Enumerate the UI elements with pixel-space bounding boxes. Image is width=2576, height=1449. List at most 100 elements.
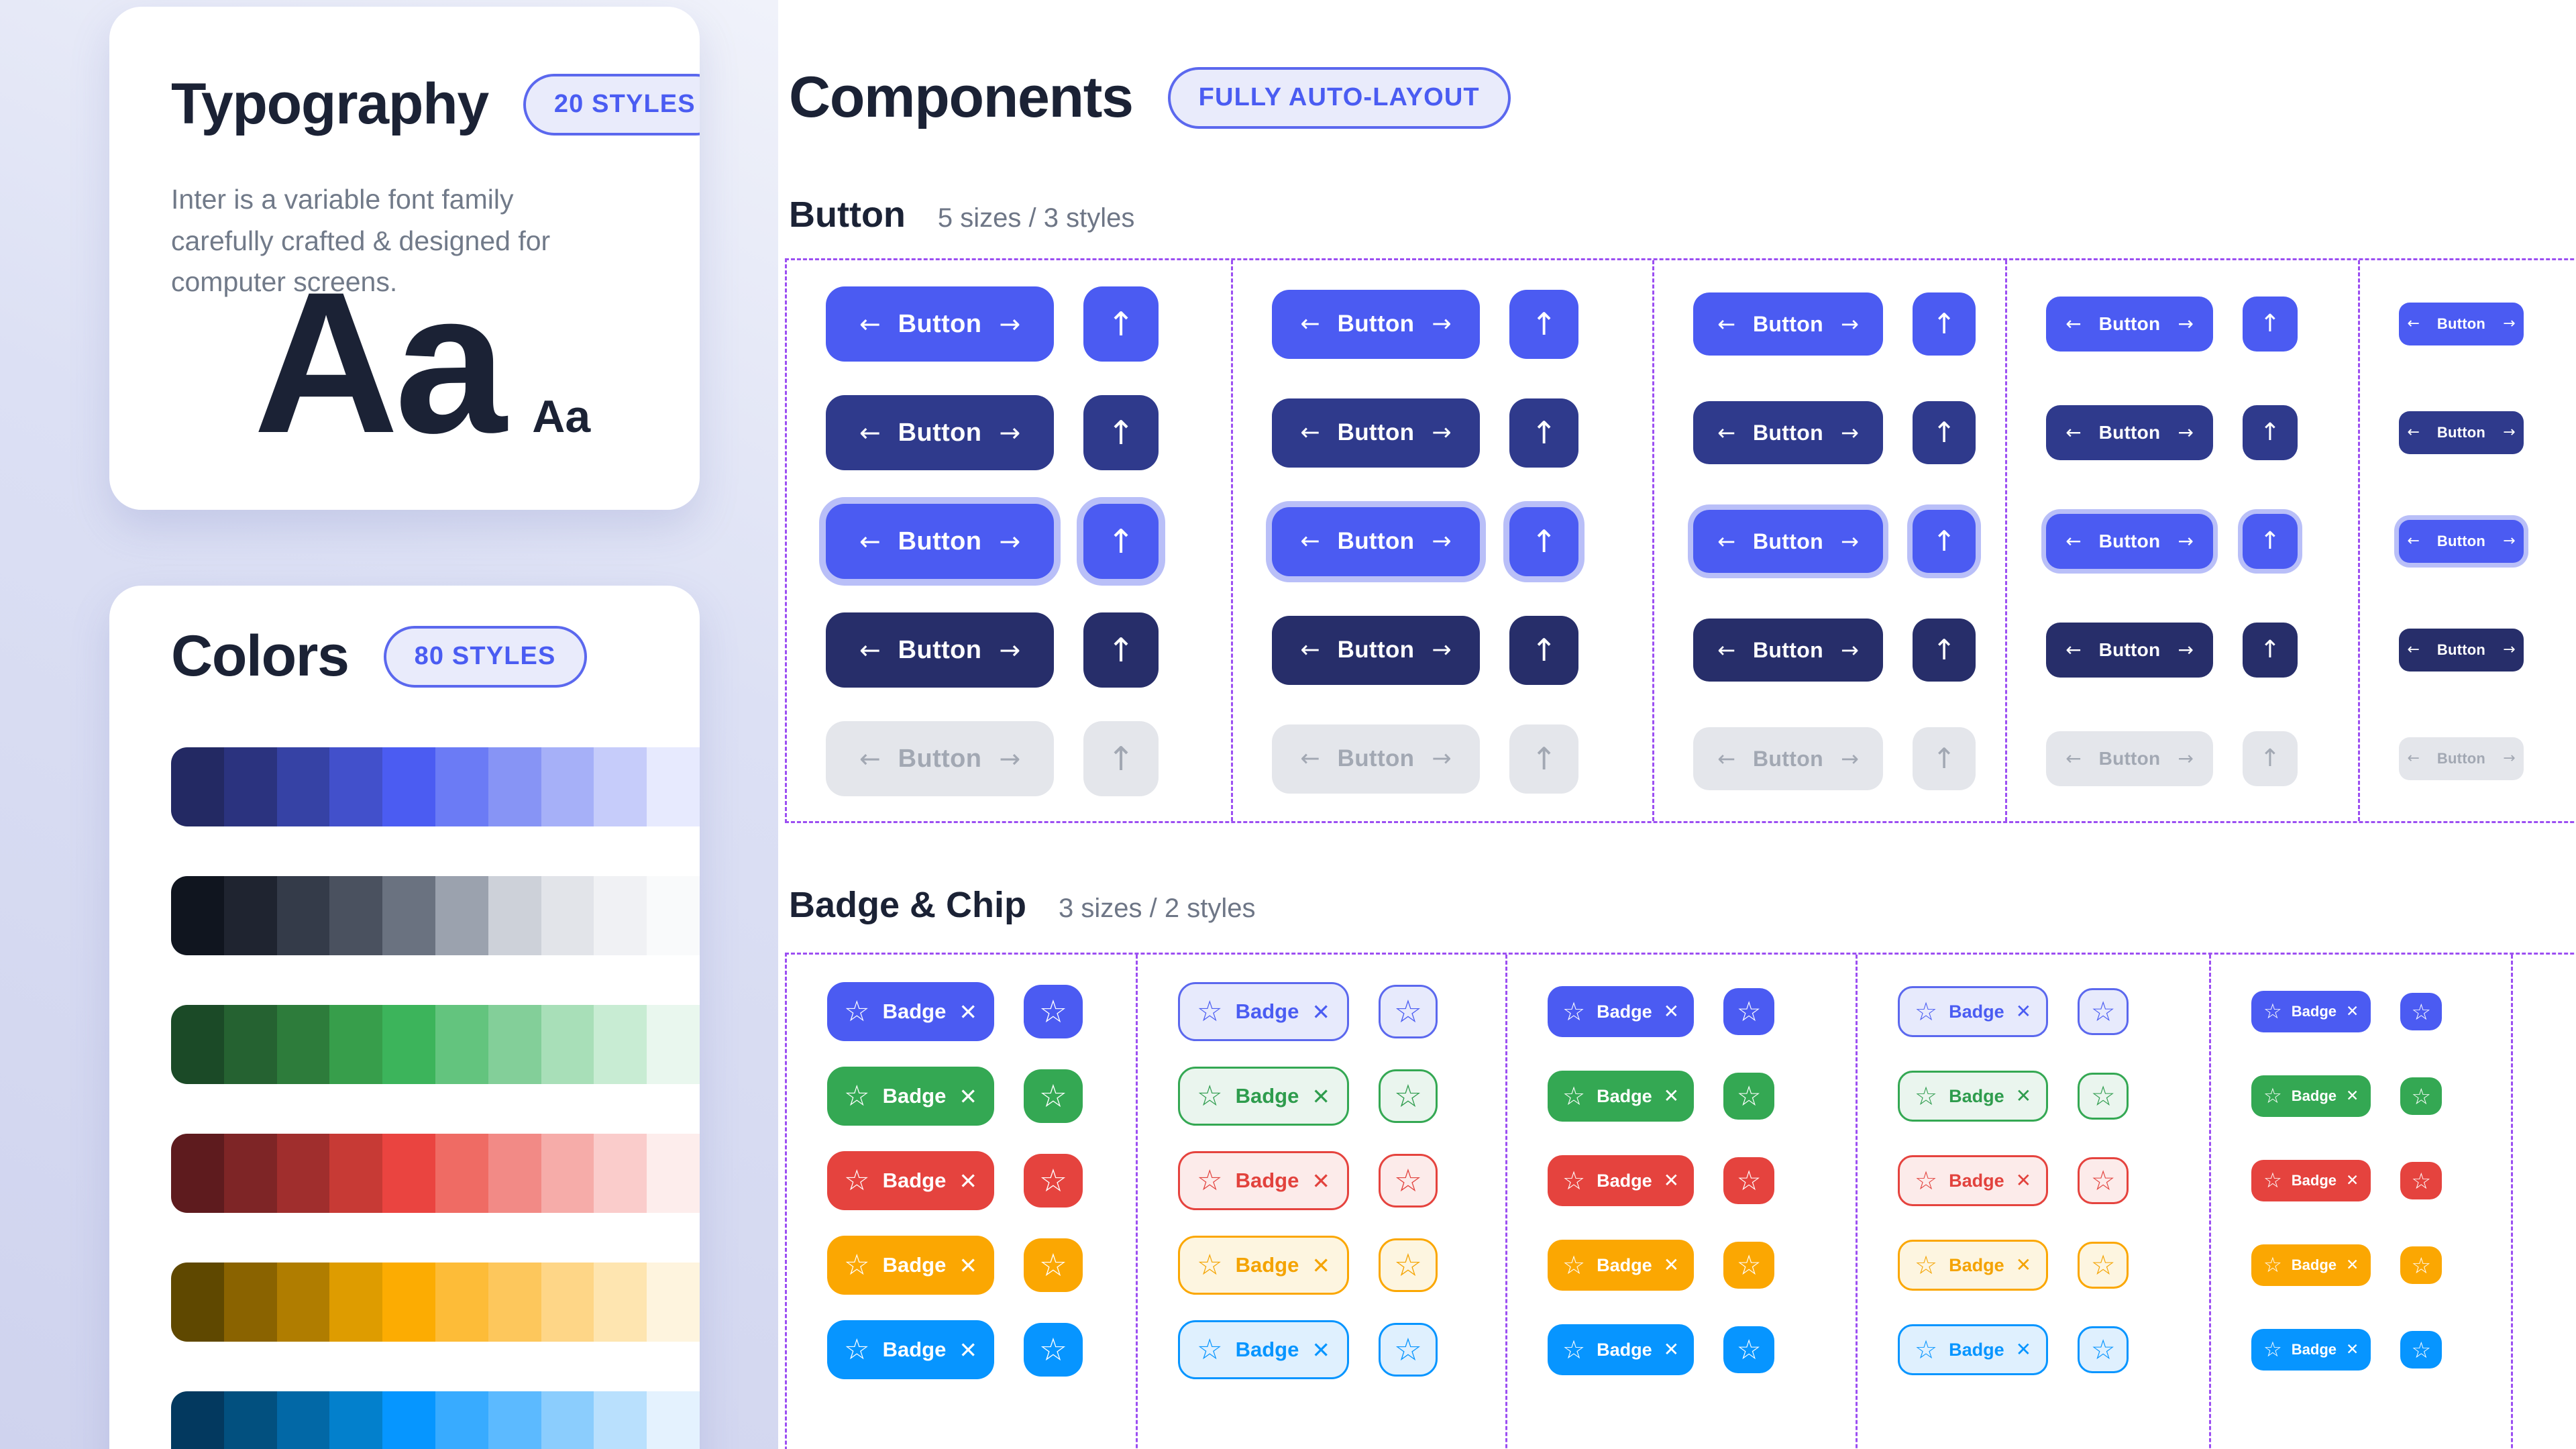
icon-button-default-sm[interactable]: ↑	[2243, 297, 2298, 352]
badge-red-md-filled[interactable]: ☆ Badge ✕	[1548, 1155, 1695, 1206]
star-chip-amber-sm-filled[interactable]: ☆	[2400, 1246, 2443, 1284]
close-icon[interactable]: ✕	[959, 998, 977, 1025]
icon-button-pressed-xl[interactable]: ↑	[1083, 612, 1159, 688]
star-chip-blue-lg-filled[interactable]: ☆	[1023, 1323, 1083, 1377]
button-focus-xs[interactable]: ← Button →	[2399, 520, 2524, 563]
star-chip-blue-md-filled[interactable]: ☆	[1723, 1326, 1775, 1373]
button-default-md[interactable]: ← Button →	[1693, 292, 1883, 356]
close-icon[interactable]: ✕	[2346, 1340, 2359, 1358]
star-chip-green-lg-outline[interactable]: ☆	[1378, 1069, 1438, 1123]
close-icon[interactable]: ✕	[1663, 1085, 1680, 1107]
star-chip-green-lg-filled[interactable]: ☆	[1023, 1069, 1083, 1123]
star-chip-amber-lg-outline[interactable]: ☆	[1378, 1238, 1438, 1292]
close-icon[interactable]: ✕	[2015, 1254, 2032, 1276]
close-icon[interactable]: ✕	[1311, 1336, 1330, 1363]
button-default-xs[interactable]: ← Button →	[2399, 303, 2524, 345]
star-chip-indigo-lg-filled[interactable]: ☆	[1023, 985, 1083, 1038]
button-hover-xl[interactable]: ← Button →	[826, 395, 1054, 470]
badge-blue-sm-filled[interactable]: ☆ Badge ✕	[2251, 1329, 2371, 1371]
close-icon[interactable]: ✕	[2346, 1087, 2359, 1105]
star-chip-amber-md-outline[interactable]: ☆	[2078, 1242, 2129, 1289]
close-icon[interactable]: ✕	[1663, 1254, 1680, 1276]
close-icon[interactable]: ✕	[959, 1167, 977, 1194]
button-hover-sm[interactable]: ← Button →	[2046, 405, 2213, 460]
icon-button-default-md[interactable]: ↑	[1913, 292, 1976, 356]
icon-button-hover-lg[interactable]: ↑	[1509, 398, 1578, 468]
close-icon[interactable]: ✕	[959, 1252, 977, 1279]
button-focus-lg[interactable]: ← Button →	[1272, 506, 1480, 576]
button-focus-xl[interactable]: ← Button →	[826, 504, 1054, 579]
star-chip-red-lg-outline[interactable]: ☆	[1378, 1154, 1438, 1208]
icon-button-focus-md[interactable]: ↑	[1913, 510, 1976, 573]
star-chip-indigo-md-outline[interactable]: ☆	[2078, 988, 2129, 1035]
star-chip-blue-md-outline[interactable]: ☆	[2078, 1326, 2129, 1373]
button-hover-lg[interactable]: ← Button →	[1272, 398, 1480, 468]
star-chip-indigo-lg-outline[interactable]: ☆	[1378, 985, 1438, 1038]
star-chip-green-md-filled[interactable]: ☆	[1723, 1073, 1775, 1120]
star-chip-red-sm-filled[interactable]: ☆	[2400, 1162, 2443, 1199]
close-icon[interactable]: ✕	[1311, 1167, 1330, 1194]
close-icon[interactable]: ✕	[959, 1083, 977, 1110]
badge-blue-lg-outline[interactable]: ☆ Badge ✕	[1178, 1320, 1349, 1379]
button-hover-md[interactable]: ← Button →	[1693, 401, 1883, 464]
icon-button-pressed-lg[interactable]: ↑	[1509, 615, 1578, 685]
close-icon[interactable]: ✕	[1663, 1169, 1680, 1191]
star-chip-blue-lg-outline[interactable]: ☆	[1378, 1323, 1438, 1377]
close-icon[interactable]: ✕	[2015, 1000, 2032, 1022]
close-icon[interactable]: ✕	[959, 1336, 977, 1363]
button-default-xl[interactable]: ← Button →	[826, 286, 1054, 362]
badge-indigo-lg-filled[interactable]: ☆ Badge ✕	[827, 982, 994, 1041]
icon-button-default-lg[interactable]: ↑	[1509, 289, 1578, 359]
close-icon[interactable]: ✕	[2346, 1171, 2359, 1189]
close-icon[interactable]: ✕	[2346, 1256, 2359, 1274]
star-chip-blue-sm-filled[interactable]: ☆	[2400, 1331, 2443, 1368]
star-chip-red-md-outline[interactable]: ☆	[2078, 1157, 2129, 1204]
icon-button-focus-sm[interactable]: ↑	[2243, 514, 2298, 569]
badge-blue-md-outline[interactable]: ☆ Badge ✕	[1898, 1324, 2049, 1375]
button-pressed-md[interactable]: ← Button →	[1693, 619, 1883, 682]
star-chip-green-sm-filled[interactable]: ☆	[2400, 1077, 2443, 1115]
icon-button-focus-lg[interactable]: ↑	[1509, 506, 1578, 576]
close-icon[interactable]: ✕	[1311, 998, 1330, 1025]
badge-red-md-outline[interactable]: ☆ Badge ✕	[1898, 1155, 2049, 1206]
badge-red-lg-outline[interactable]: ☆ Badge ✕	[1178, 1151, 1349, 1210]
star-chip-amber-lg-filled[interactable]: ☆	[1023, 1238, 1083, 1292]
button-pressed-lg[interactable]: ← Button →	[1272, 615, 1480, 685]
star-chip-red-md-filled[interactable]: ☆	[1723, 1157, 1775, 1204]
star-chip-green-md-outline[interactable]: ☆	[2078, 1073, 2129, 1120]
icon-button-hover-md[interactable]: ↑	[1913, 401, 1976, 464]
badge-indigo-lg-outline[interactable]: ☆ Badge ✕	[1178, 982, 1349, 1041]
badge-green-lg-outline[interactable]: ☆ Badge ✕	[1178, 1067, 1349, 1126]
button-pressed-xs[interactable]: ← Button →	[2399, 629, 2524, 672]
close-icon[interactable]: ✕	[1311, 1083, 1330, 1110]
badge-red-sm-filled[interactable]: ☆ Badge ✕	[2251, 1160, 2371, 1201]
button-default-sm[interactable]: ← Button →	[2046, 297, 2213, 352]
badge-amber-md-outline[interactable]: ☆ Badge ✕	[1898, 1240, 2049, 1291]
icon-button-hover-xl[interactable]: ↑	[1083, 395, 1159, 470]
close-icon[interactable]: ✕	[1311, 1252, 1330, 1279]
button-focus-md[interactable]: ← Button →	[1693, 510, 1883, 573]
badge-amber-lg-filled[interactable]: ☆ Badge ✕	[827, 1236, 994, 1295]
icon-button-pressed-md[interactable]: ↑	[1913, 619, 1976, 682]
button-focus-sm[interactable]: ← Button →	[2046, 514, 2213, 569]
badge-green-lg-filled[interactable]: ☆ Badge ✕	[827, 1067, 994, 1126]
close-icon[interactable]: ✕	[2015, 1169, 2032, 1191]
badge-green-md-outline[interactable]: ☆ Badge ✕	[1898, 1071, 2049, 1122]
badge-blue-lg-filled[interactable]: ☆ Badge ✕	[827, 1320, 994, 1379]
badge-amber-lg-outline[interactable]: ☆ Badge ✕	[1178, 1236, 1349, 1295]
badge-amber-sm-filled[interactable]: ☆ Badge ✕	[2251, 1244, 2371, 1286]
badge-green-md-filled[interactable]: ☆ Badge ✕	[1548, 1071, 1695, 1122]
star-chip-indigo-md-filled[interactable]: ☆	[1723, 988, 1775, 1035]
icon-button-hover-sm[interactable]: ↑	[2243, 405, 2298, 460]
icon-button-default-xl[interactable]: ↑	[1083, 286, 1159, 362]
badge-blue-md-filled[interactable]: ☆ Badge ✕	[1548, 1324, 1695, 1375]
button-default-lg[interactable]: ← Button →	[1272, 289, 1480, 359]
badge-indigo-md-outline[interactable]: ☆ Badge ✕	[1898, 986, 2049, 1037]
icon-button-pressed-sm[interactable]: ↑	[2243, 623, 2298, 678]
badge-red-lg-filled[interactable]: ☆ Badge ✕	[827, 1151, 994, 1210]
button-pressed-sm[interactable]: ← Button →	[2046, 623, 2213, 678]
button-pressed-xl[interactable]: ← Button →	[826, 612, 1054, 688]
star-chip-red-lg-filled[interactable]: ☆	[1023, 1154, 1083, 1208]
close-icon[interactable]: ✕	[1663, 1338, 1680, 1360]
icon-button-focus-xl[interactable]: ↑	[1083, 504, 1159, 579]
